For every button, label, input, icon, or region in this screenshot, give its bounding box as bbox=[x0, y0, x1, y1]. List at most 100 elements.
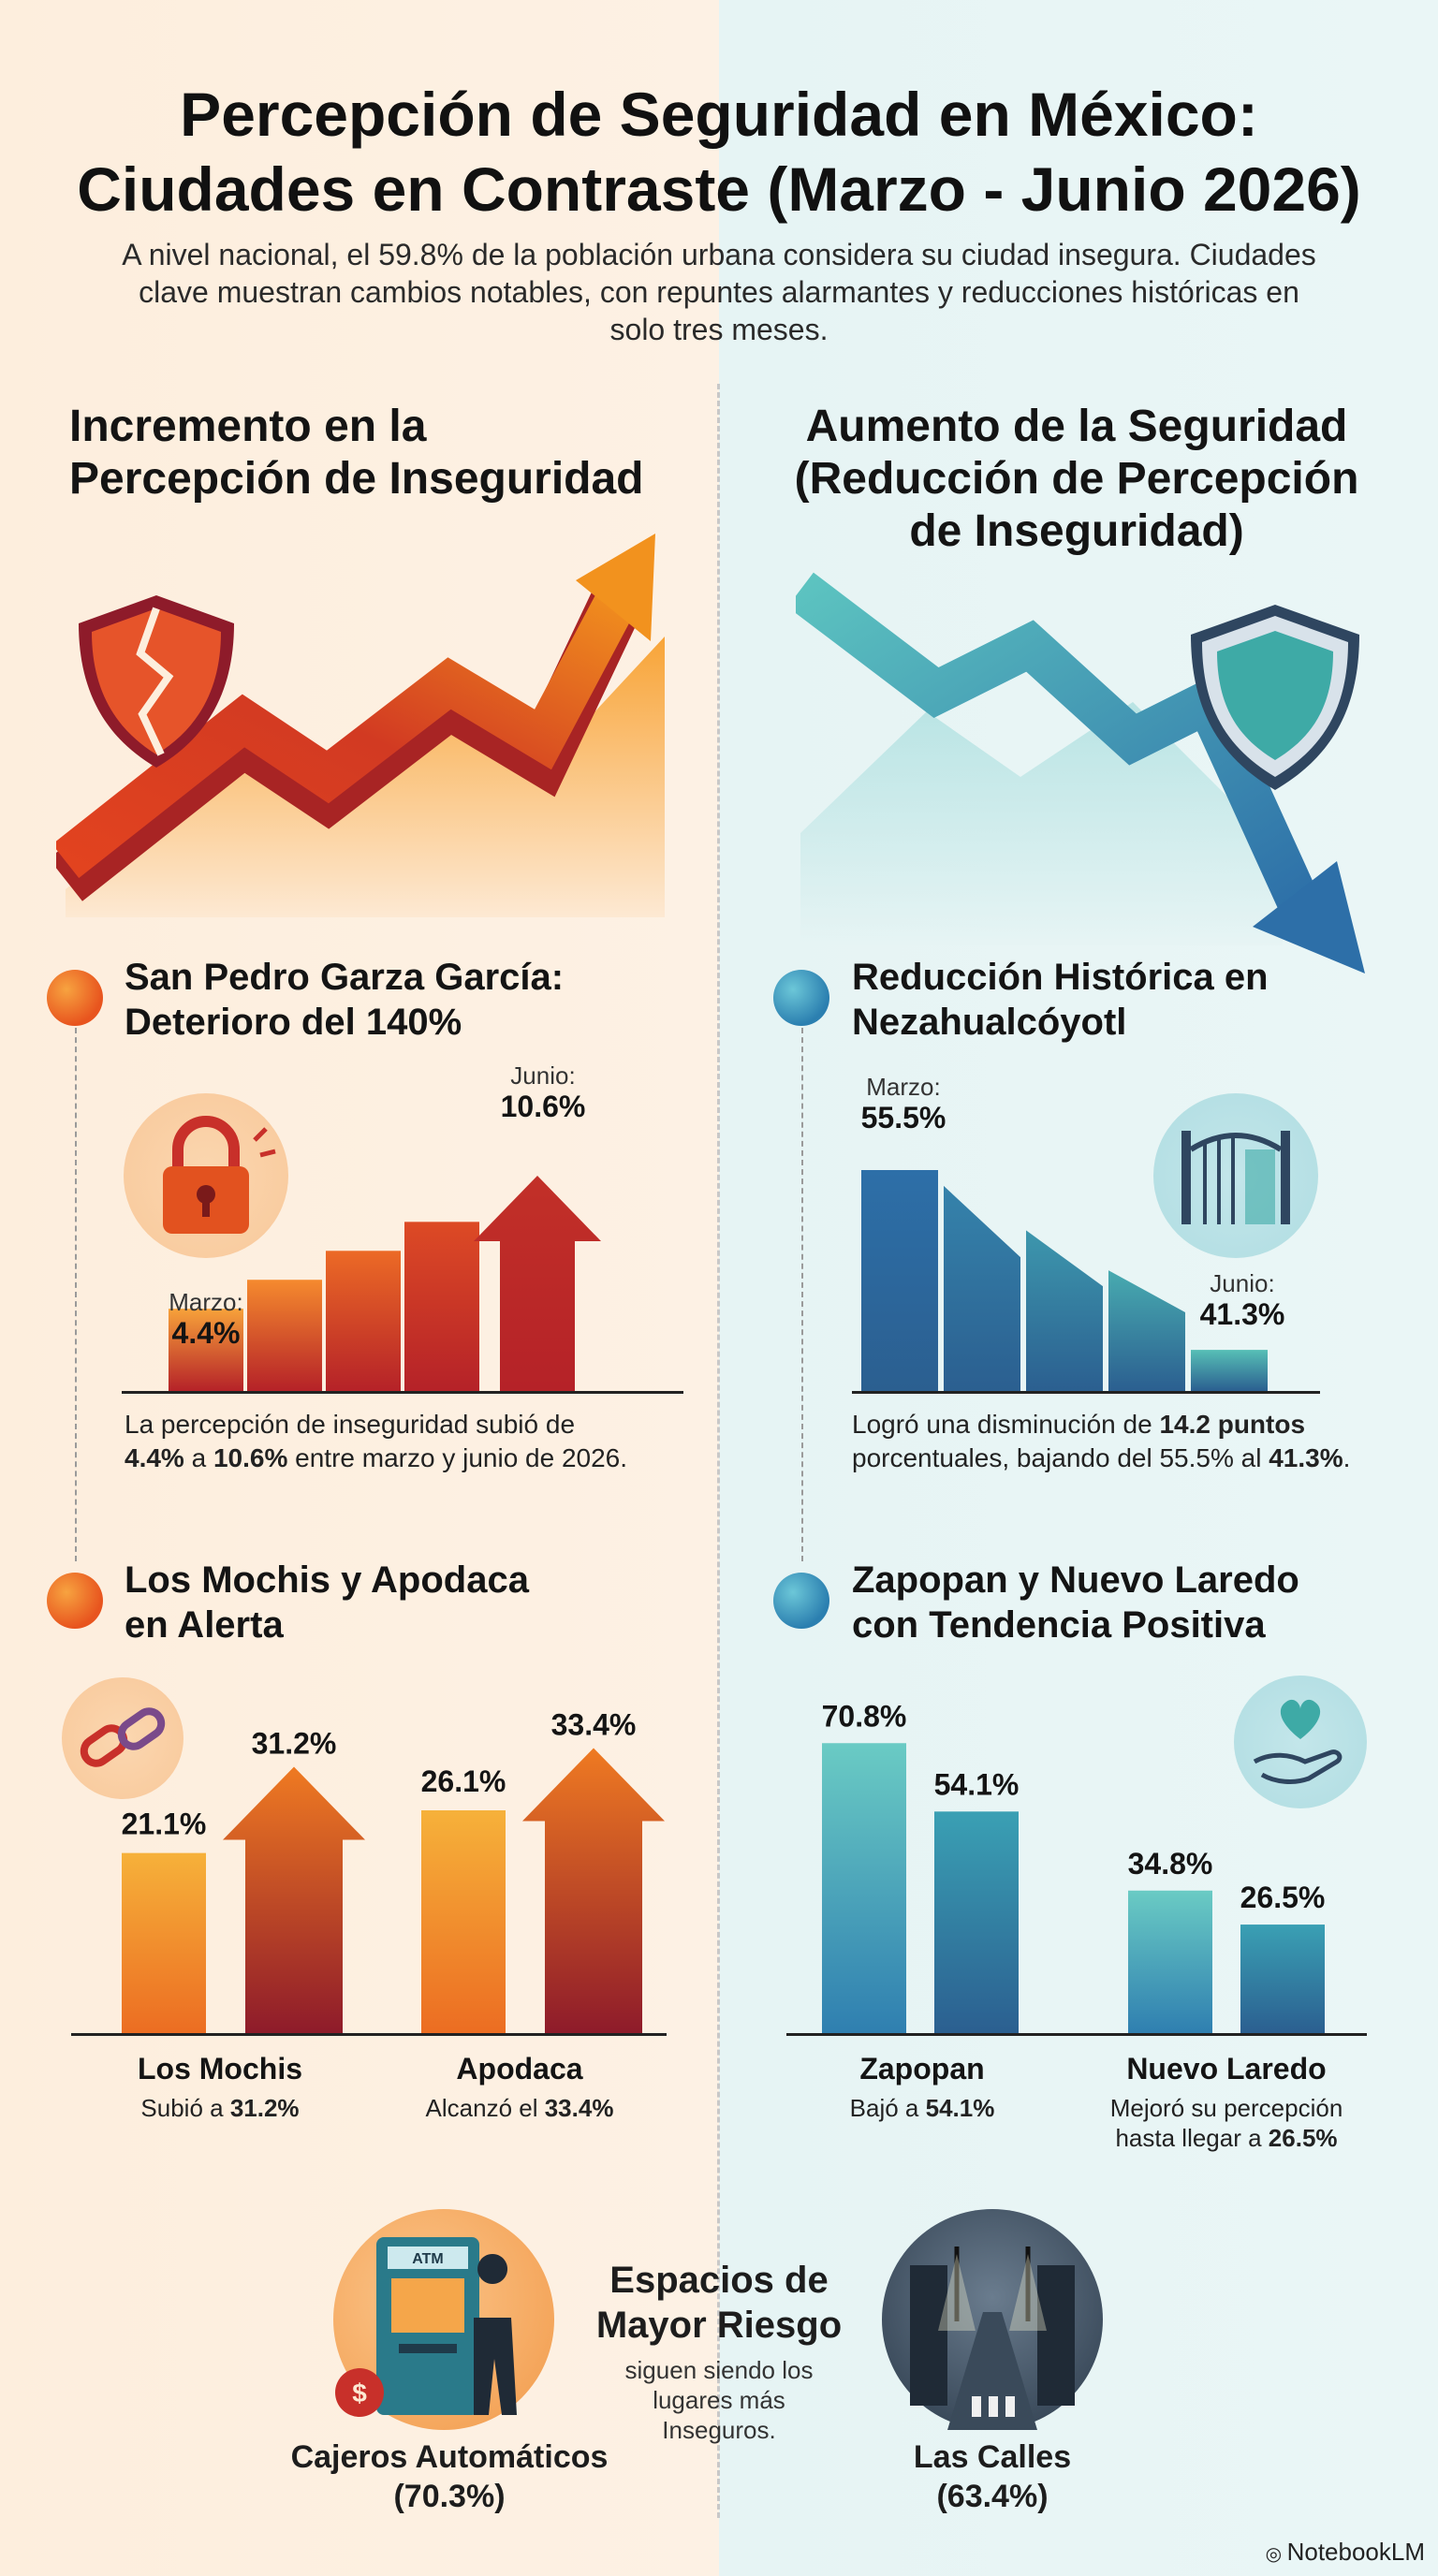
chart-end-label: Junio: bbox=[1210, 1269, 1275, 1297]
chart-mochis-apodaca: 21.1% 31.2% 26.1% 33.4% bbox=[122, 1707, 665, 2033]
bar-step bbox=[1108, 1270, 1185, 1391]
bottom-sub-line-1: siguen siendo los bbox=[624, 2356, 814, 2384]
bar-after-label: 33.4% bbox=[551, 1707, 637, 1741]
right-heading-line-1: Aumento de la Seguridad bbox=[805, 402, 1348, 451]
right-heading-line-3: de Inseguridad) bbox=[909, 506, 1244, 556]
bar-step bbox=[326, 1251, 401, 1391]
card-title-line-2: con Tendencia Positiva bbox=[852, 1604, 1266, 1646]
chart-end-value: 10.6% bbox=[500, 1090, 586, 1123]
note-mid: a bbox=[183, 1443, 213, 1472]
timeline-line bbox=[75, 1028, 77, 1561]
sub-pre: Alcanzó el bbox=[425, 2094, 545, 2122]
note-post: . bbox=[1343, 1443, 1351, 1472]
bar-after bbox=[1240, 1925, 1325, 2033]
card-title-mochis-apodaca: Los Mochis y Apodaca en Alerta bbox=[125, 1558, 705, 1647]
atm-illustration: ATM $ bbox=[333, 2209, 554, 2430]
chart-end-value: 41.3% bbox=[1199, 1297, 1285, 1331]
bar-before bbox=[1128, 1890, 1212, 2033]
sub-pre: Subió a bbox=[140, 2094, 230, 2122]
card-note-nezahualcoyotl: Logró una disminución de 14.2 puntos por… bbox=[852, 1408, 1414, 1475]
sub-val: 26.5% bbox=[1268, 2124, 1338, 2152]
bar-before-label: 34.8% bbox=[1128, 1847, 1213, 1881]
bar-step bbox=[404, 1222, 479, 1391]
bottom-title-line-2: Mayor Riesgo bbox=[595, 2305, 843, 2346]
broken-chain-icon bbox=[62, 1677, 183, 1799]
sub-pre: Bajó a bbox=[849, 2094, 926, 2122]
category-label-apodaca: Apodaca bbox=[456, 2052, 583, 2086]
rising-arrow-illustration bbox=[56, 534, 665, 917]
sub-val: 33.4% bbox=[544, 2094, 614, 2122]
chart-san-pedro bbox=[169, 1176, 601, 1391]
card-title-nezahualcoyotl: Reducción Histórica en Nezahualcóyotl bbox=[852, 955, 1414, 1045]
sub-pre: hasta llegar a bbox=[1115, 2124, 1269, 2152]
bar-after-arrow bbox=[223, 1766, 365, 2033]
chart-zapopan-laredo: 70.8% 54.1% 34.8% 26.5% bbox=[822, 1699, 1326, 2033]
card-title-line-2: Nezahualcóyotl bbox=[852, 1002, 1127, 1043]
note-line-1: Logró una disminución de 14.2 puntos bbox=[852, 1408, 1414, 1442]
falling-arrow-head bbox=[1253, 861, 1365, 973]
sub-val: 31.2% bbox=[229, 2094, 300, 2122]
category-sub-nuevo-laredo: Mejoró su percepción hasta llegar a 26.5… bbox=[1086, 2093, 1367, 2153]
chart-baseline bbox=[852, 1391, 1320, 1394]
sub-line-1: Mejoró su percepción bbox=[1109, 2094, 1343, 2122]
bar-junio bbox=[1191, 1350, 1268, 1391]
bar-before-label: 26.1% bbox=[421, 1764, 506, 1798]
chart-baseline bbox=[122, 1391, 683, 1394]
rising-arrow-body bbox=[56, 579, 642, 879]
broken-shield-icon bbox=[79, 595, 234, 768]
sub-line-2: hasta llegar a 26.5% bbox=[1086, 2123, 1367, 2153]
card-title-line-1: Zapopan y Nuevo Laredo bbox=[852, 1559, 1299, 1601]
card-title-line-2: Deterioro del 140% bbox=[125, 1002, 462, 1043]
note-line-2: porcentuales, bajando del 55.5% al 41.3%… bbox=[852, 1442, 1414, 1475]
timeline-line bbox=[801, 1028, 803, 1561]
shield-icon bbox=[1191, 605, 1359, 790]
note-post: entre marzo y junio de 2026. bbox=[287, 1443, 628, 1472]
street-risk-label: Las Calles (63.4%) bbox=[805, 2437, 1180, 2516]
bar-before bbox=[822, 1743, 906, 2033]
svg-text:$: $ bbox=[352, 2378, 367, 2408]
bottom-sub-line-2: lugares más bbox=[653, 2386, 785, 2414]
dark-street-illustration bbox=[882, 2209, 1103, 2430]
chart-end-label: Junio: bbox=[510, 1061, 576, 1090]
card-title-line-1: Los Mochis y Apodaca bbox=[125, 1559, 529, 1601]
category-sub-los-mochis: Subió a 31.2% bbox=[112, 2093, 328, 2123]
left-heading-line-1: Incremento en la bbox=[69, 402, 427, 451]
left-heading: Incremento en la Percepción de Insegurid… bbox=[69, 401, 706, 505]
chart-nezahualcoyotl bbox=[861, 1170, 1268, 1391]
card-title-zapopan-laredo: Zapopan y Nuevo Laredo con Tendencia Pos… bbox=[852, 1558, 1414, 1647]
bar-after-arrow bbox=[522, 1748, 665, 2033]
note-end-value: 41.3% bbox=[1269, 1443, 1343, 1472]
bar-after bbox=[934, 1811, 1019, 2033]
right-heading-line-2: (Reducción de Percepción bbox=[794, 454, 1359, 504]
category-label-zapopan: Zapopan bbox=[859, 2052, 985, 2086]
bottom-title: Espacios de Mayor Riesgo bbox=[569, 2258, 869, 2348]
padlock-icon bbox=[124, 1093, 288, 1258]
note-line-2: 4.4% a 10.6% entre marzo y junio de 2026… bbox=[125, 1442, 724, 1475]
sub-val: 54.1% bbox=[925, 2094, 995, 2122]
bar-before-label: 21.1% bbox=[122, 1808, 207, 1841]
bullet-dot bbox=[47, 970, 103, 1026]
street-risk-line-1: Las Calles bbox=[913, 2439, 1072, 2475]
brand-watermark: ◎ NotebookLM bbox=[1266, 2538, 1425, 2567]
atm-label: ATM bbox=[412, 2251, 443, 2267]
page-subtitle: A nivel nacional, el 59.8% de la poblaci… bbox=[122, 238, 1316, 346]
title-line-2: Ciudades en Contraste (Marzo - Junio 202… bbox=[77, 154, 1361, 224]
note-end-value: 10.6% bbox=[213, 1443, 288, 1472]
bar-after-label: 26.5% bbox=[1240, 1881, 1326, 1914]
heart-hand-icon bbox=[1234, 1676, 1367, 1808]
card-title-san-pedro: San Pedro Garza García: Deterioro del 14… bbox=[125, 955, 705, 1045]
chart-start-value: 4.4% bbox=[171, 1316, 241, 1350]
rising-arrow-head bbox=[576, 534, 655, 641]
left-heading-line-2: Percepción de Inseguridad bbox=[69, 454, 644, 504]
note-pre: Logró una disminución de bbox=[852, 1410, 1160, 1439]
note-start-value: 4.4% bbox=[125, 1443, 184, 1472]
category-label-nuevo-laredo: Nuevo Laredo bbox=[1126, 2052, 1327, 2086]
chart-baseline bbox=[786, 2033, 1367, 2036]
bar-step bbox=[247, 1280, 322, 1391]
note-points: 14.2 puntos bbox=[1159, 1410, 1306, 1439]
category-sub-zapopan: Bajó a 54.1% bbox=[805, 2093, 1039, 2123]
chart-start-label: Marzo: bbox=[866, 1073, 941, 1101]
bar-step bbox=[1026, 1230, 1103, 1391]
bullet-dot bbox=[773, 970, 829, 1026]
